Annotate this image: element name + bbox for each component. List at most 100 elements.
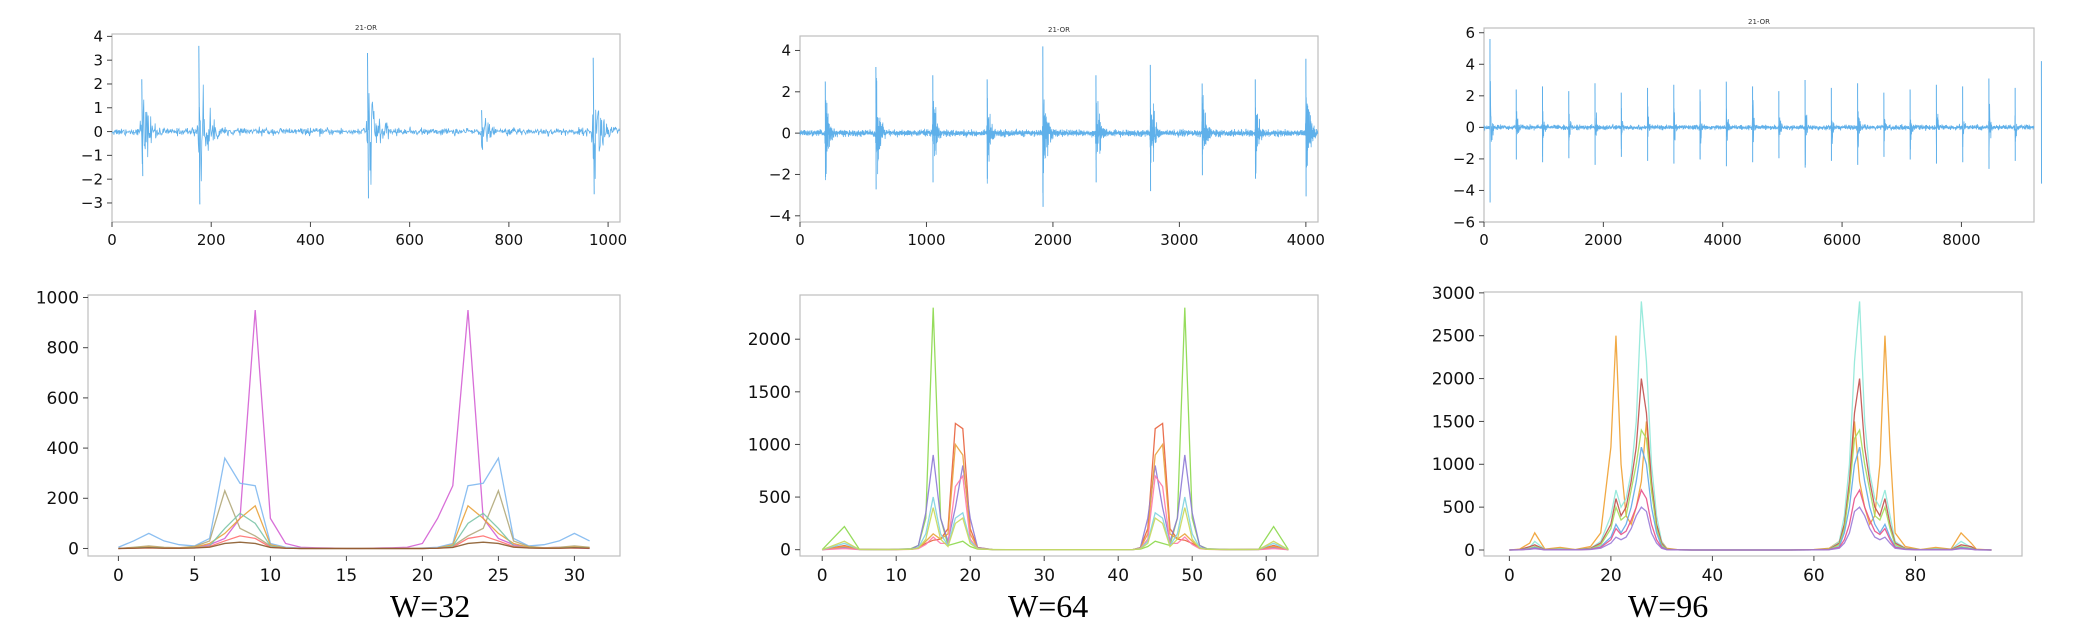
series-line-5 [1509, 490, 1991, 550]
x-tick-label: 15 [336, 566, 358, 586]
x-tick-label: 30 [1033, 566, 1055, 586]
y-tick-label: −4 [1453, 182, 1475, 200]
x-tick-label: 200 [197, 231, 226, 249]
chart-title: 21-OR [1748, 18, 1770, 26]
x-tick-label: 60 [1255, 566, 1277, 586]
x-tick-label: 2000 [1034, 231, 1072, 249]
x-tick-label: 6000 [1823, 231, 1861, 249]
x-tick-label: 0 [795, 231, 805, 249]
y-tick-label: 400 [47, 439, 79, 459]
series-line-1 [118, 458, 589, 548]
y-tick-label: 3 [93, 51, 103, 69]
x-tick-label: 50 [1181, 566, 1203, 586]
burst-peak [367, 53, 368, 198]
x-tick-label: 20 [959, 566, 981, 586]
x-tick-label: 10 [260, 566, 282, 586]
series-line-1 [822, 423, 1288, 549]
y-tick-label: 4 [781, 42, 791, 60]
caption-w96: W=96 [1628, 588, 1708, 625]
x-tick-label: 5 [189, 566, 200, 586]
series-line-2 [1509, 379, 1991, 550]
x-tick-label: 60 [1803, 566, 1825, 586]
x-tick-label: 20 [1600, 566, 1622, 586]
y-tick-label: 500 [1443, 498, 1475, 518]
caption-w64: W=64 [1008, 588, 1088, 625]
y-tick-label: 1000 [1432, 455, 1475, 475]
y-tick-label: −3 [81, 194, 103, 212]
plot-frame-3 [88, 295, 620, 556]
y-tick-label: −2 [1453, 150, 1475, 168]
y-tick-label: 2 [1465, 87, 1475, 105]
x-tick-label: 3000 [1160, 231, 1198, 249]
y-tick-label: 0 [93, 123, 103, 141]
x-tick-label: 0 [1504, 566, 1515, 586]
series-line-4 [1509, 447, 1991, 550]
x-tick-label: 2000 [1584, 231, 1622, 249]
y-tick-label: 1000 [36, 288, 79, 308]
series-line-3 [118, 506, 589, 549]
y-tick-label: 800 [47, 339, 79, 359]
series-line-3 [1509, 430, 1991, 550]
y-tick-label: 0 [1465, 119, 1475, 137]
signal-line [800, 78, 1318, 193]
plot-frame-4 [800, 295, 1318, 556]
x-tick-label: 1000 [589, 231, 627, 249]
y-tick-label: 1 [93, 99, 103, 117]
y-tick-label: 0 [68, 539, 79, 559]
y-tick-label: 600 [47, 389, 79, 409]
y-tick-label: −4 [769, 207, 791, 225]
y-tick-label: 0 [1464, 541, 1475, 561]
series-line-2 [118, 491, 589, 549]
x-tick-label: 800 [495, 231, 524, 249]
y-tick-label: 1500 [1432, 412, 1475, 432]
chart-title: 21-OR [1048, 26, 1070, 34]
x-tick-label: 8000 [1942, 231, 1980, 249]
x-tick-label: 400 [296, 231, 325, 249]
x-tick-label: 4000 [1287, 231, 1325, 249]
y-tick-label: 200 [47, 489, 79, 509]
signal-line [1484, 81, 2034, 165]
series-line-6 [1509, 507, 1991, 550]
series-line-2 [822, 455, 1288, 550]
burst-peak [199, 46, 200, 204]
y-tick-label: 500 [759, 488, 791, 508]
y-tick-label: 6 [1465, 24, 1475, 42]
x-tick-label: 0 [107, 231, 117, 249]
y-tick-label: −2 [769, 166, 791, 184]
caption-w32: W=32 [390, 588, 470, 625]
x-tick-label: 0 [1479, 231, 1489, 249]
series-line-4 [822, 476, 1288, 550]
y-tick-label: 0 [780, 541, 791, 561]
y-tick-label: 1000 [748, 435, 791, 455]
series-line-0 [822, 308, 1288, 550]
y-tick-label: 2 [781, 83, 791, 101]
series-line-0 [118, 310, 589, 548]
series-line-5 [822, 497, 1288, 550]
plot-frame-5 [1484, 292, 2022, 556]
y-tick-label: 4 [93, 28, 103, 46]
y-tick-label: 2000 [748, 330, 791, 350]
y-tick-label: 2000 [1432, 370, 1475, 390]
x-tick-label: 40 [1107, 566, 1129, 586]
x-tick-label: 0 [113, 566, 124, 586]
series-line-0 [1509, 336, 1991, 550]
series-line-6 [822, 508, 1288, 550]
x-tick-label: 1000 [907, 231, 945, 249]
plot-frame-2 [1484, 28, 2034, 222]
y-tick-label: 4 [1465, 56, 1475, 74]
y-tick-label: −1 [81, 147, 103, 165]
burst-peak [593, 58, 594, 194]
y-tick-label: −2 [81, 170, 103, 188]
x-tick-label: 20 [412, 566, 434, 586]
series-line-3 [822, 444, 1288, 549]
y-tick-label: 2500 [1432, 327, 1475, 347]
x-tick-label: 4000 [1704, 231, 1742, 249]
x-tick-label: 600 [395, 231, 424, 249]
x-tick-label: 80 [1905, 566, 1927, 586]
x-tick-label: 0 [817, 566, 828, 586]
y-tick-label: 3000 [1432, 284, 1475, 304]
chart-title: 21-OR [355, 24, 377, 32]
y-tick-label: 2 [93, 75, 103, 93]
x-tick-label: 25 [488, 566, 510, 586]
